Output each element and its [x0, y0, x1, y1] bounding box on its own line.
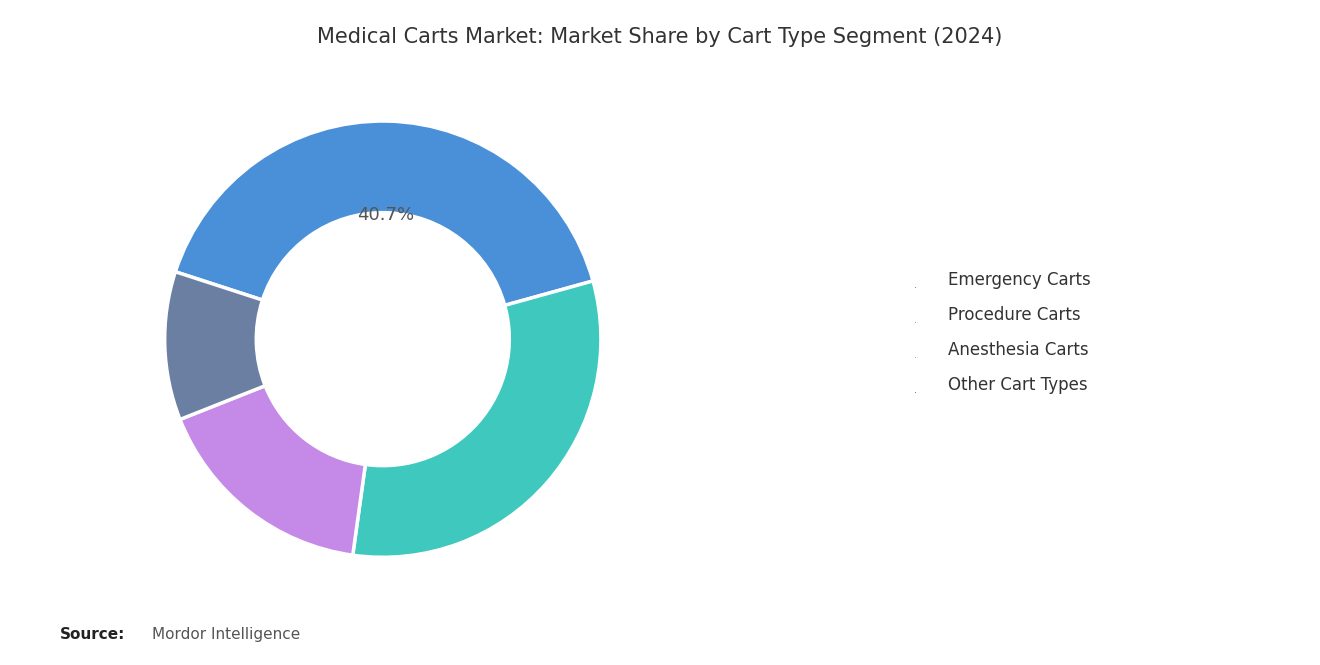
Text: Mordor Intelligence: Mordor Intelligence — [152, 626, 300, 642]
Text: Source:: Source: — [59, 626, 125, 642]
Wedge shape — [176, 121, 593, 305]
Text: 40.7%: 40.7% — [356, 206, 414, 224]
Text: Medical Carts Market: Market Share by Cart Type Segment (2024): Medical Carts Market: Market Share by Ca… — [317, 27, 1003, 47]
Wedge shape — [180, 386, 366, 555]
Legend: Emergency Carts, Procedure Carts, Anesthesia Carts, Other Cart Types: Emergency Carts, Procedure Carts, Anesth… — [907, 263, 1100, 402]
Wedge shape — [165, 272, 265, 420]
Wedge shape — [352, 281, 601, 557]
